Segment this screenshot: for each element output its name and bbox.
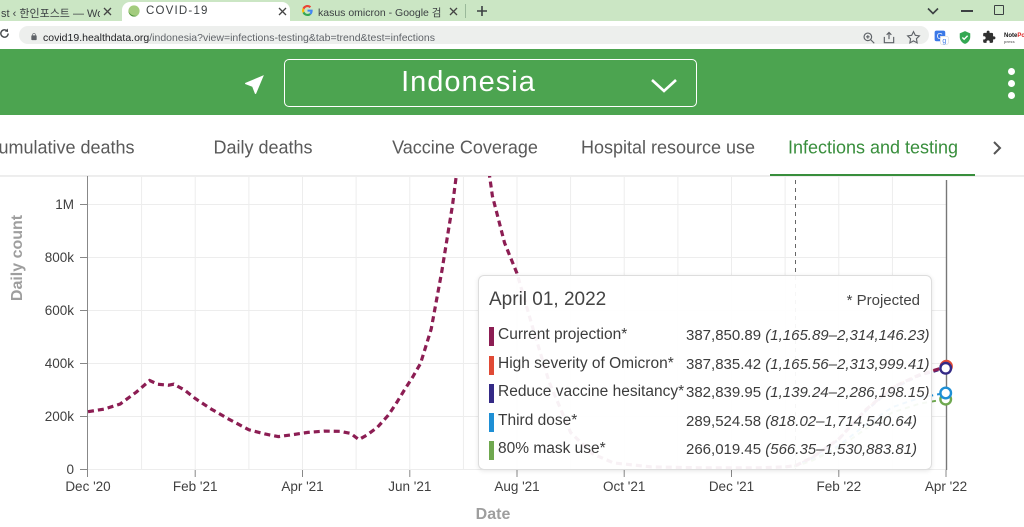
svg-text:Apr '21: Apr '21 [281, 479, 323, 494]
svg-text:Oct '21: Oct '21 [603, 479, 645, 494]
svg-text:1M: 1M [55, 197, 74, 212]
svg-text:Jun '21: Jun '21 [388, 479, 431, 494]
svg-text:Aug '21: Aug '21 [494, 479, 539, 494]
svg-text:200k: 200k [45, 409, 75, 424]
svg-text:800k: 800k [45, 250, 75, 265]
svg-text:0: 0 [66, 462, 74, 477]
svg-text:Daily count: Daily count [9, 214, 26, 301]
svg-text:Date: Date [476, 506, 511, 522]
svg-text:Dec '21: Dec '21 [709, 479, 754, 494]
svg-text:Dec '20: Dec '20 [65, 479, 110, 494]
svg-text:G: G [937, 32, 943, 41]
svg-text:g: g [942, 38, 946, 45]
svg-text:Feb '21: Feb '21 [173, 479, 218, 494]
svg-text:Feb '22: Feb '22 [816, 479, 861, 494]
svg-text:400k: 400k [45, 356, 75, 371]
svg-text:600k: 600k [45, 303, 75, 318]
svg-text:Apr '22: Apr '22 [925, 479, 967, 494]
